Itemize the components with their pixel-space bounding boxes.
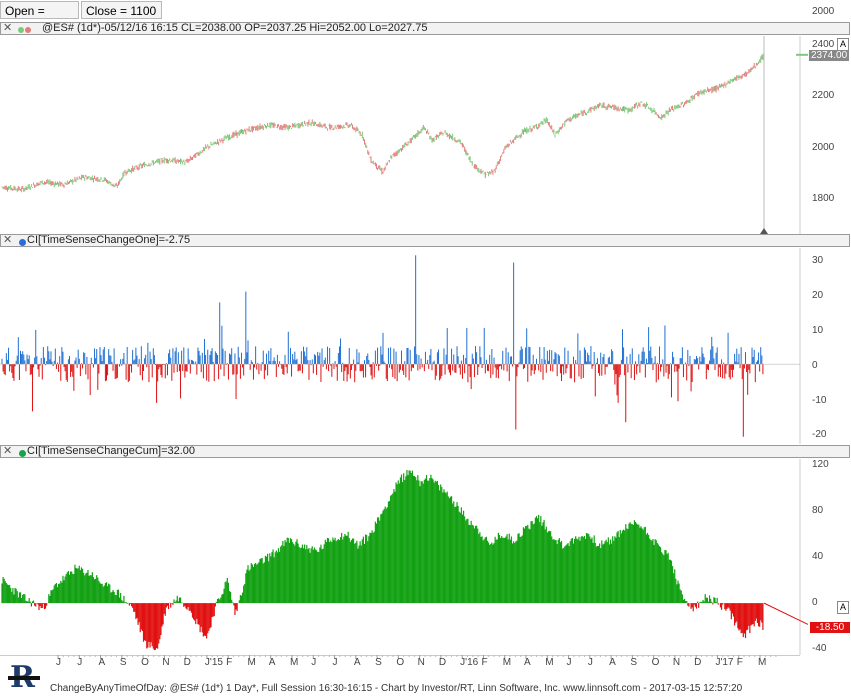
x-tick-label: J <box>77 657 82 668</box>
x-tick-label: O <box>396 657 404 668</box>
cum-axis-tick: 0 <box>812 597 818 608</box>
price-axis-tick: 2400 <box>812 39 835 50</box>
x-tick-label: N <box>673 657 680 668</box>
cum-a-button[interactable]: A <box>837 601 849 614</box>
price-axis-tick: 1800 <box>812 193 835 204</box>
last-cum-line <box>763 602 809 625</box>
x-tick-label: J <box>333 657 338 668</box>
cum-area <box>1 469 764 651</box>
x-tick-label: M <box>545 657 553 668</box>
x-tick-label: S <box>120 657 127 668</box>
x-tick-label: M <box>758 657 766 668</box>
top-axis-label: 2000 <box>812 6 835 17</box>
cum-pane-title: ✕ CI[TimeSenseChangeCum]=32.00 <box>0 445 850 458</box>
x-tick-label: D <box>694 657 701 668</box>
change-bars <box>1 255 764 437</box>
pane-color-icon <box>18 25 32 34</box>
close-pane-icon[interactable]: ✕ <box>3 22 13 34</box>
x-tick-label: M <box>247 657 255 668</box>
toolbar: Open = 1000 Close = 1100 2000 <box>0 0 851 36</box>
x-tick-label: J'15 <box>205 657 223 668</box>
x-tick-label: M <box>503 657 511 668</box>
last-price-tag: 2374.00 <box>809 50 850 61</box>
x-tick-label: J'16 <box>460 657 478 668</box>
change-axis-tick: 10 <box>812 325 824 336</box>
x-tick-label: J <box>567 657 572 668</box>
price-axis-tick: 2200 <box>812 90 835 101</box>
change-pane-title-text: CI[TimeSenseChangeOne]=-2.75 <box>27 234 191 246</box>
close-pane-icon[interactable]: ✕ <box>3 234 13 246</box>
x-tick-label: J <box>56 657 61 668</box>
price-axis-tick: 2000 <box>812 142 835 153</box>
x-tick-label: D <box>184 657 191 668</box>
x-tick-label: D <box>439 657 446 668</box>
cum-axis-tick: -40 <box>812 643 827 654</box>
x-tick-label: S <box>630 657 637 668</box>
price-pane-title-text: @ES# (1d*)-05/12/16 16:15 CL=2038.00 OP=… <box>42 22 428 34</box>
cum-pane-title-text: CI[TimeSenseChangeCum]=32.00 <box>27 445 196 457</box>
x-tick-label: O <box>141 657 149 668</box>
x-tick-label: M <box>290 657 298 668</box>
close-pane-icon[interactable]: ✕ <box>3 445 13 457</box>
x-tick-label: F <box>481 657 487 668</box>
status-bar: ChangeByAnyTimeOfDay: @ES# (1d*) 1 Day*,… <box>50 683 743 694</box>
price-candles <box>1 53 764 193</box>
cum-axis-tick: 120 <box>812 459 829 470</box>
x-tick-label: J <box>588 657 593 668</box>
change-axis-tick: 0 <box>812 360 818 371</box>
change-axis-tick: -10 <box>812 395 827 406</box>
x-tick-label: F <box>737 657 743 668</box>
pane-dot-icon <box>19 448 27 457</box>
pane-dot-icon <box>19 237 27 246</box>
cum-axis-tick: 40 <box>812 551 824 562</box>
cursor-marker-icon <box>760 228 768 234</box>
x-tick-label: S <box>375 657 382 668</box>
x-tick-label: A <box>354 657 361 668</box>
x-tick-label: F <box>226 657 232 668</box>
x-tick-label: A <box>99 657 106 668</box>
x-tick-label: A <box>524 657 531 668</box>
close-button[interactable]: Close = 1100 <box>81 1 162 19</box>
last-cum-tag: -18.50 <box>810 622 850 633</box>
cum-axis-tick: 80 <box>812 505 824 516</box>
x-tick-label: O <box>652 657 660 668</box>
change-axis-tick: 20 <box>812 290 824 301</box>
price-chart[interactable] <box>0 36 851 234</box>
change-pane-title: ✕ CI[TimeSenseChangeOne]=-2.75 <box>0 234 850 247</box>
change-axis-tick: 30 <box>812 255 824 266</box>
x-tick-label: J'17 <box>715 657 733 668</box>
open-button[interactable]: Open = 1000 <box>0 1 79 36</box>
price-pane-title: ✕ @ES# (1d*)-05/12/16 16:15 CL=2038.00 O… <box>0 22 850 35</box>
x-tick-label: A <box>269 657 276 668</box>
change-chart[interactable] <box>0 248 851 444</box>
x-tick-label: A <box>609 657 616 668</box>
linn-logo: R <box>6 657 44 695</box>
x-axis: J J A S O N D J'15 F M A M J J A S O N D J'16 F M A M J J A S O N D J'1… <box>0 655 800 668</box>
change-axis-tick: -20 <box>812 429 827 440</box>
x-tick-label: N <box>418 657 425 668</box>
cum-chart[interactable] <box>0 459 851 655</box>
x-tick-label: J <box>311 657 316 668</box>
x-tick-label: N <box>162 657 169 668</box>
price-a-button[interactable]: A <box>837 38 849 51</box>
